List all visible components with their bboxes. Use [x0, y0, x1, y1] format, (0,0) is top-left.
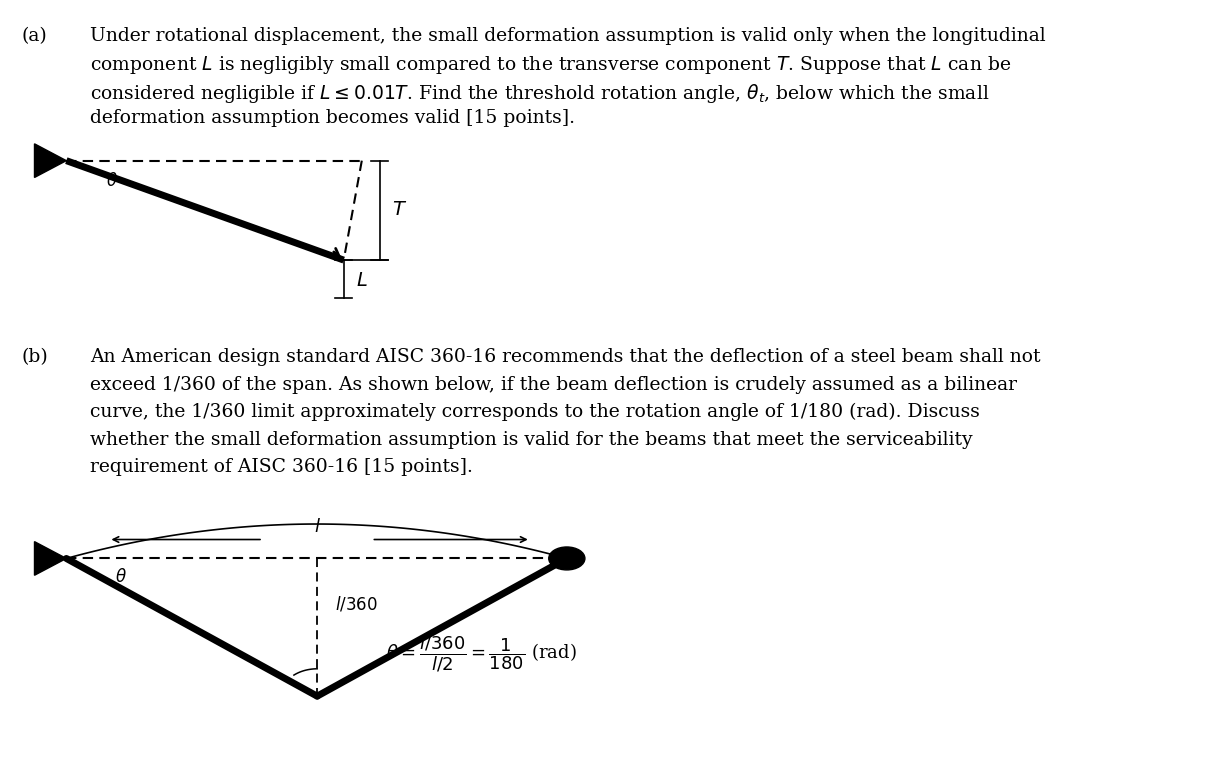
Text: $T$: $T$: [392, 201, 408, 220]
Text: whether the small deformation assumption is valid for the beams that meet the se: whether the small deformation assumption…: [90, 431, 973, 449]
Text: $\theta$: $\theta$: [106, 172, 118, 190]
Text: $l/360$: $l/360$: [335, 595, 379, 614]
Text: deformation assumption becomes valid [15 points].: deformation assumption becomes valid [15…: [90, 109, 575, 128]
Text: component $L$ is negligibly small compared to the transverse component $T$. Supp: component $L$ is negligibly small compar…: [90, 54, 1012, 76]
Circle shape: [549, 547, 585, 570]
Polygon shape: [35, 144, 66, 177]
Text: (a): (a): [22, 27, 47, 45]
Text: requirement of AISC 360-16 [15 points].: requirement of AISC 360-16 [15 points].: [90, 458, 473, 477]
Text: $\theta$: $\theta$: [115, 568, 127, 586]
Text: Under rotational displacement, the small deformation assumption is valid only wh: Under rotational displacement, the small…: [90, 27, 1046, 45]
Text: $\theta = \dfrac{l/360}{l/2} = \dfrac{1}{180}$ (rad): $\theta = \dfrac{l/360}{l/2} = \dfrac{1}…: [386, 633, 576, 675]
Text: (b): (b): [22, 348, 48, 366]
Text: exceed 1/360 of the span. As shown below, if the beam deflection is crudely assu: exceed 1/360 of the span. As shown below…: [90, 376, 1018, 394]
Text: $L$: $L$: [356, 272, 368, 290]
Polygon shape: [35, 542, 66, 575]
Text: curve, the 1/360 limit approximately corresponds to the rotation angle of 1/180 : curve, the 1/360 limit approximately cor…: [90, 403, 980, 422]
Text: $l$: $l$: [314, 519, 321, 536]
Text: considered negligible if $L \leq 0.01T$. Find the threshold rotation angle, $\th: considered negligible if $L \leq 0.01T$.…: [90, 82, 990, 105]
Text: An American design standard AISC 360-16 recommends that the deflection of a stee: An American design standard AISC 360-16 …: [90, 348, 1041, 366]
